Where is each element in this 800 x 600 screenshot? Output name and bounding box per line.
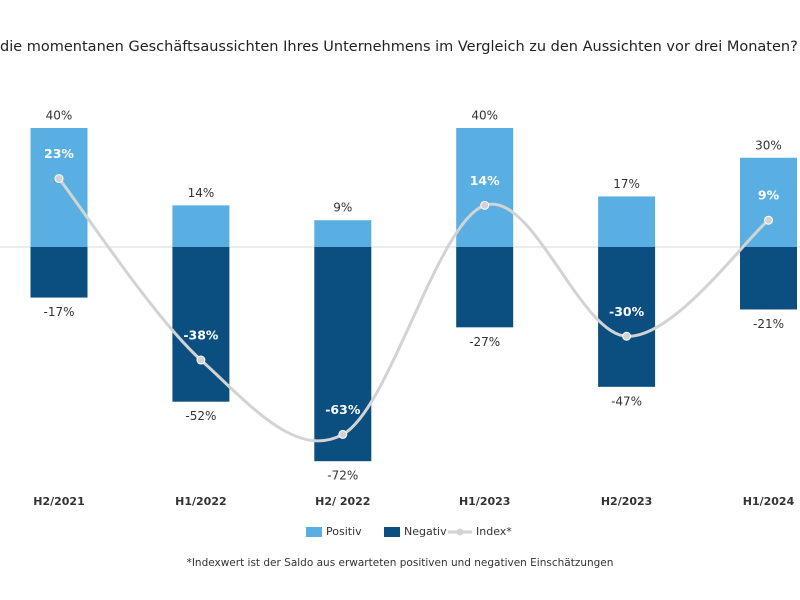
x-tick-label: H1/2022 (175, 495, 227, 508)
x-tick-label: H2/2023 (601, 495, 653, 508)
legend-marker (456, 528, 464, 536)
legend-item: Index* (448, 525, 512, 538)
value-label: 14% (188, 186, 215, 200)
value-label: 17% (613, 177, 640, 191)
legend-label: Positiv (326, 525, 362, 538)
legend-label: Negativ (404, 525, 447, 538)
index-label: -38% (183, 328, 219, 343)
value-label: -27% (469, 335, 500, 349)
bar (456, 128, 514, 247)
legend-item: Negativ (384, 525, 447, 538)
chart-title: die momentanen Geschäftsaussichten Ihres… (0, 39, 798, 55)
value-label: 40% (471, 109, 498, 123)
index-marker (764, 215, 773, 225)
value-label: -21% (753, 317, 784, 331)
legend-label: Index* (476, 525, 512, 538)
legend-swatch (306, 527, 322, 537)
value-label: -52% (185, 409, 216, 423)
bar (598, 247, 656, 387)
value-label: -47% (611, 394, 642, 408)
bar (172, 205, 230, 247)
index-label: 9% (758, 188, 780, 203)
index-marker (622, 331, 632, 341)
legend-item: Positiv (306, 525, 362, 538)
index-marker (480, 200, 490, 210)
bar (740, 247, 797, 310)
index-line (57, 177, 770, 443)
index-label: 14% (470, 173, 500, 188)
x-tick-label: H2/2021 (33, 495, 85, 508)
index-label: -30% (609, 304, 645, 319)
bar (314, 247, 372, 462)
x-tick-label: H1/2023 (459, 495, 511, 508)
bar (740, 157, 797, 247)
footnote: *Indexwert ist der Saldo aus erwarteten … (187, 557, 614, 569)
index-label: 23% (44, 146, 74, 161)
index-marker (196, 355, 206, 365)
x-tick-label: H1/2024 (743, 495, 795, 508)
bar (314, 220, 372, 247)
legend-swatch (384, 527, 400, 537)
bar (598, 196, 656, 247)
value-label: -72% (327, 469, 358, 483)
index-marker (54, 174, 64, 184)
bar (30, 247, 88, 298)
index-marker (338, 429, 348, 439)
x-tick-label: H2/ 2022 (315, 495, 370, 508)
bar (456, 247, 514, 328)
bar (30, 128, 88, 247)
index-label: -63% (325, 402, 361, 417)
value-label: -17% (43, 305, 74, 319)
value-label: 30% (755, 138, 782, 152)
value-label: 9% (333, 201, 352, 215)
value-label: 40% (46, 109, 73, 123)
